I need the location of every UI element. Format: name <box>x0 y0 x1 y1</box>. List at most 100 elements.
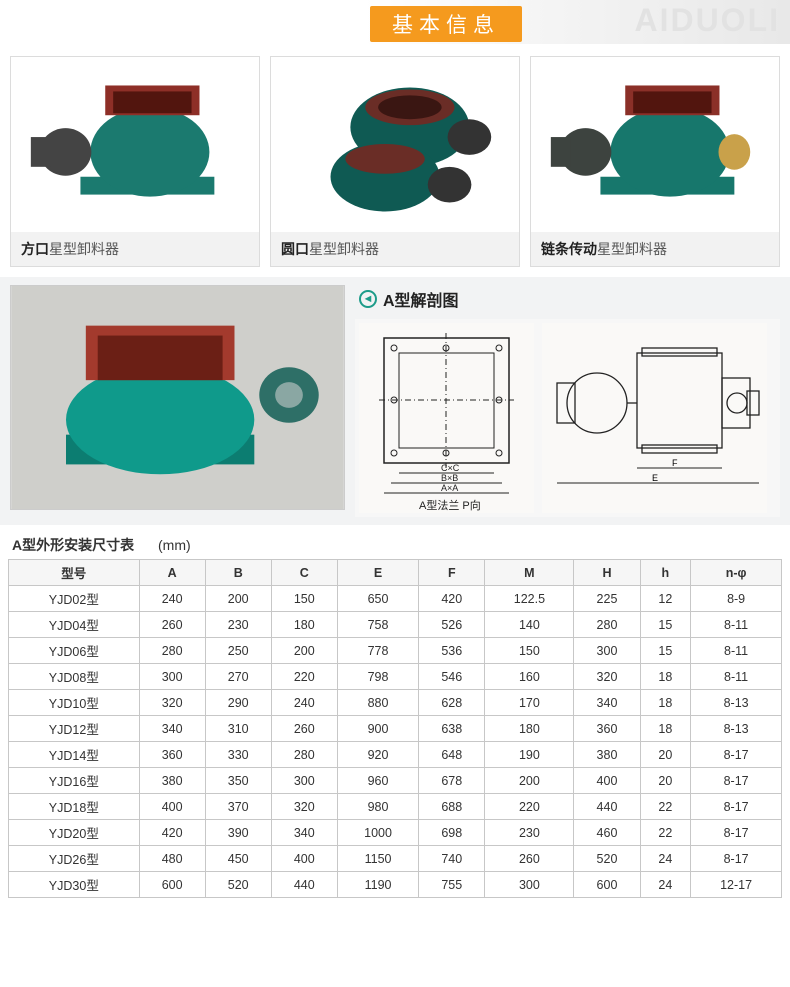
table-cell: 536 <box>419 638 485 664</box>
table-cell: 8-17 <box>691 768 782 794</box>
table-header-cell: h <box>640 560 691 586</box>
table-cell: 8-11 <box>691 612 782 638</box>
table-header-cell: C <box>271 560 337 586</box>
table-cell: 270 <box>205 664 271 690</box>
table-cell: 380 <box>574 742 640 768</box>
table-cell: 8-17 <box>691 794 782 820</box>
table-cell: YJD30型 <box>9 872 140 898</box>
table-cell: 420 <box>139 820 205 846</box>
table-cell: 8-17 <box>691 846 782 872</box>
table-cell: 600 <box>574 872 640 898</box>
table-row: YJD16型380350300960678200400208-17 <box>9 768 782 794</box>
table-header-cell: H <box>574 560 640 586</box>
table-cell: 628 <box>419 690 485 716</box>
table-row: YJD20型4203903401000698230460228-17 <box>9 820 782 846</box>
table-cell: 360 <box>139 742 205 768</box>
svg-text:F: F <box>672 458 678 468</box>
table-cell: 340 <box>574 690 640 716</box>
technical-drawings: C×C B×B A×A A型法兰 P向 F <box>355 319 780 517</box>
table-title: A型外形安装尺寸表 (mm) <box>0 525 790 559</box>
table-cell: 440 <box>271 872 337 898</box>
table-row: YJD04型260230180758526140280158-11 <box>9 612 782 638</box>
table-header-cell: B <box>205 560 271 586</box>
table-cell: 12 <box>640 586 691 612</box>
table-cell: YJD06型 <box>9 638 140 664</box>
table-cell: 480 <box>139 846 205 872</box>
product-caption: 圆口星型卸料器 <box>271 232 519 266</box>
table-row: YJD12型340310260900638180360188-13 <box>9 716 782 742</box>
table-cell: 440 <box>574 794 640 820</box>
table-cell: 22 <box>640 794 691 820</box>
table-cell: 22 <box>640 820 691 846</box>
table-cell: 360 <box>574 716 640 742</box>
table-cell: 310 <box>205 716 271 742</box>
drawing-caption-left: A型法兰 P向 <box>419 498 481 512</box>
table-cell: 755 <box>419 872 485 898</box>
table-cell: 350 <box>205 768 271 794</box>
table-cell: 390 <box>205 820 271 846</box>
svg-text:B×B: B×B <box>441 473 458 483</box>
table-cell: 8-13 <box>691 716 782 742</box>
table-cell: 240 <box>271 690 337 716</box>
table-cell: 330 <box>205 742 271 768</box>
table-header-cell: 型号 <box>9 560 140 586</box>
table-cell: 980 <box>337 794 418 820</box>
table-cell: 688 <box>419 794 485 820</box>
anatomy-title: ◄ A型解剖图 <box>359 287 780 311</box>
table-cell: 180 <box>271 612 337 638</box>
table-cell: 638 <box>419 716 485 742</box>
table-cell: 546 <box>419 664 485 690</box>
table-cell: 320 <box>139 690 205 716</box>
table-cell: 180 <box>485 716 574 742</box>
table-cell: YJD08型 <box>9 664 140 690</box>
product-image <box>271 57 519 232</box>
table-cell: 230 <box>205 612 271 638</box>
header-brand-overlay: AIDUOLI <box>634 2 780 39</box>
table-cell: 220 <box>485 794 574 820</box>
table-cell: 225 <box>574 586 640 612</box>
table-cell: 240 <box>139 586 205 612</box>
product-cards: 方口星型卸料器 圆口星型卸料器 <box>0 56 790 267</box>
table-cell: 220 <box>271 664 337 690</box>
table-row: YJD14型360330280920648190380208-17 <box>9 742 782 768</box>
table-cell: 20 <box>640 768 691 794</box>
table-cell: 420 <box>419 586 485 612</box>
table-cell: 8-17 <box>691 820 782 846</box>
table-row: YJD06型280250200778536150300158-11 <box>9 638 782 664</box>
table-title-text: A型外形安装尺寸表 <box>12 537 134 553</box>
dimensions-table: 型号ABCEFMHhn-φ YJD02型240200150650420122.5… <box>8 559 782 898</box>
table-cell: 678 <box>419 768 485 794</box>
table-cell: 140 <box>485 612 574 638</box>
table-cell: 340 <box>271 820 337 846</box>
table-header-cell: M <box>485 560 574 586</box>
table-cell: 122.5 <box>485 586 574 612</box>
table-cell: 280 <box>139 638 205 664</box>
table-cell: 698 <box>419 820 485 846</box>
svg-text:E: E <box>652 473 658 483</box>
table-cell: 460 <box>574 820 640 846</box>
table-cell: 24 <box>640 846 691 872</box>
table-header-cell: E <box>337 560 418 586</box>
table-cell: 320 <box>574 664 640 690</box>
table-row: YJD10型320290240880628170340188-13 <box>9 690 782 716</box>
header-band: 基本信息 AIDUOLI <box>0 0 790 44</box>
table-cell: 15 <box>640 612 691 638</box>
table-cell: 1150 <box>337 846 418 872</box>
product-photo <box>10 285 345 510</box>
product-caption: 方口星型卸料器 <box>11 232 259 266</box>
table-cell: 400 <box>271 846 337 872</box>
anatomy-title-text: A型解剖图 <box>383 287 459 311</box>
table-row: YJD30型60052044011907553006002412-17 <box>9 872 782 898</box>
table-cell: 648 <box>419 742 485 768</box>
table-cell: 740 <box>419 846 485 872</box>
table-header-cell: n-φ <box>691 560 782 586</box>
table-cell: 300 <box>271 768 337 794</box>
product-image <box>11 57 259 232</box>
drawing-flange: C×C B×B A×A A型法兰 P向 <box>359 323 534 513</box>
table-row: YJD26型4804504001150740260520248-17 <box>9 846 782 872</box>
mid-section: ◄ A型解剖图 C×C B×B A×A A型法兰 P向 <box>0 277 790 525</box>
table-cell: 18 <box>640 690 691 716</box>
table-cell: 758 <box>337 612 418 638</box>
table-cell: 450 <box>205 846 271 872</box>
table-cell: 300 <box>139 664 205 690</box>
